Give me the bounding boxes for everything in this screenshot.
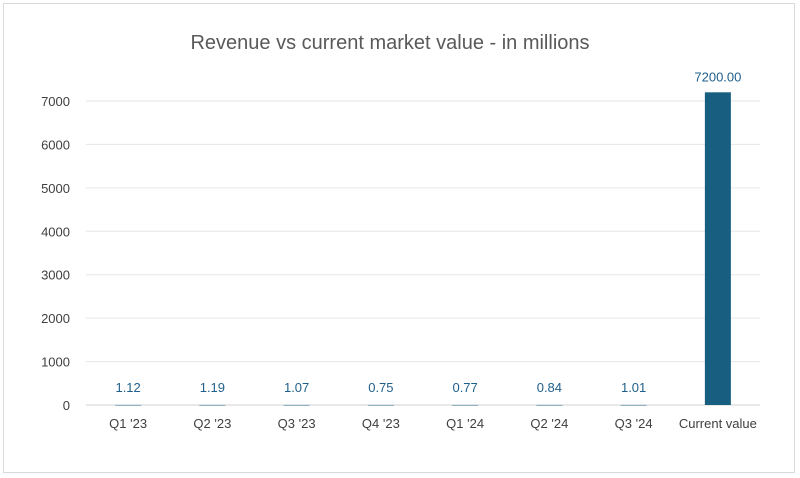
data-label: 1.19 bbox=[200, 380, 225, 395]
x-tick-label: Current value bbox=[679, 416, 757, 431]
x-tick-label: Q2 '23 bbox=[193, 416, 231, 431]
y-tick-label: 4000 bbox=[41, 224, 70, 239]
bar bbox=[452, 404, 479, 406]
x-tick-label: Q4 '23 bbox=[362, 416, 400, 431]
y-tick-label: 7000 bbox=[41, 94, 70, 109]
y-axis: 0 1000 2000 3000 4000 5000 6000 7000 bbox=[41, 94, 70, 413]
y-tick-label: 2000 bbox=[41, 311, 70, 326]
y-tick-label: 5000 bbox=[41, 181, 70, 196]
bar bbox=[199, 404, 226, 406]
y-tick-label: 3000 bbox=[41, 268, 70, 283]
bar bbox=[620, 404, 647, 406]
data-labels: 1.12 1.19 1.07 0.75 0.77 0.84 1.01 7200.00 bbox=[115, 69, 741, 395]
x-tick-label: Q1 '24 bbox=[446, 416, 484, 431]
data-label: 0.75 bbox=[368, 380, 393, 395]
data-label: 1.07 bbox=[284, 380, 309, 395]
bar bbox=[704, 92, 731, 406]
x-tick-label: Q3 '24 bbox=[615, 416, 653, 431]
x-axis: Q1 '23 Q2 '23 Q3 '23 Q4 '23 Q1 '24 Q2 '24 Q3 '… bbox=[109, 416, 757, 431]
data-label: 1.12 bbox=[115, 380, 140, 395]
y-tick-label: 0 bbox=[63, 398, 70, 413]
x-tick-label: Q1 '23 bbox=[109, 416, 147, 431]
bar bbox=[115, 404, 142, 406]
bar bbox=[367, 404, 394, 406]
y-tick-label: 1000 bbox=[41, 355, 70, 370]
x-tick-label: Q2 '24 bbox=[530, 416, 568, 431]
chart-frame bbox=[3, 3, 795, 473]
data-label: 1.01 bbox=[621, 380, 646, 395]
data-label: 0.84 bbox=[537, 380, 562, 395]
bar bbox=[283, 404, 310, 406]
chart-title: Revenue vs current market value - in mil… bbox=[190, 32, 589, 54]
bars bbox=[115, 92, 731, 406]
gridlines bbox=[86, 100, 760, 406]
y-tick-label: 6000 bbox=[41, 137, 70, 152]
data-label: 7200.00 bbox=[694, 69, 741, 84]
data-label: 0.77 bbox=[452, 380, 477, 395]
bar bbox=[536, 404, 563, 406]
x-tick-label: Q3 '23 bbox=[278, 416, 316, 431]
